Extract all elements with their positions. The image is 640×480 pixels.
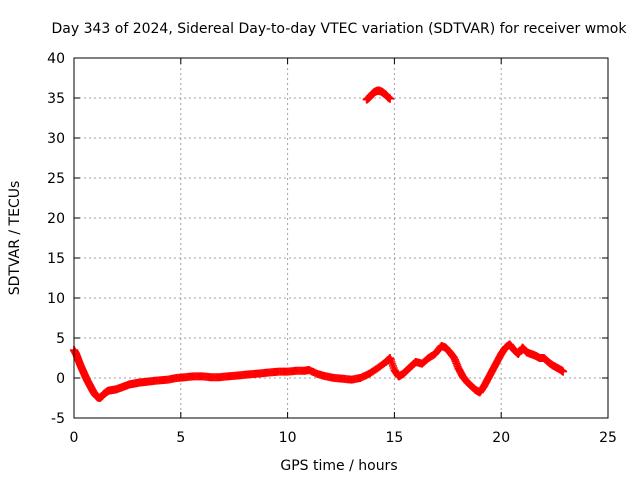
grid-layer — [74, 58, 608, 418]
chart-title: Day 343 of 2024, Sidereal Day-to-day VTE… — [52, 21, 628, 37]
y-tick-label: 15 — [47, 251, 65, 267]
y-tick-label: 30 — [47, 131, 65, 147]
data-point — [386, 94, 395, 103]
y-tick-label: -5 — [51, 411, 65, 427]
y-tick-label: 25 — [47, 171, 65, 187]
x-tick-label: 10 — [279, 430, 297, 446]
plot-frame — [73, 57, 609, 419]
x-tick-label: 25 — [599, 430, 617, 446]
tick-layer: 0 5 10 15 20 25 -5 0 5 10 15 20 25 30 35 40 — [47, 51, 617, 446]
x-axis-label: GPS time / hours — [280, 458, 397, 474]
y-axis-label: SDTVAR / TECUs — [7, 181, 23, 296]
x-tick-label: 0 — [70, 430, 79, 446]
x-tick-label: 15 — [385, 430, 403, 446]
y-tick-label: 40 — [47, 51, 65, 67]
y-tick-label: 35 — [47, 91, 65, 107]
y-tick-label: 20 — [47, 211, 65, 227]
x-tick-label: 5 — [176, 430, 185, 446]
data-points — [70, 86, 568, 402]
data-point — [559, 367, 568, 376]
x-tick-label: 20 — [492, 430, 510, 446]
y-tick-label: 0 — [56, 371, 65, 387]
y-tick-label: 5 — [56, 331, 65, 347]
y-tick-label: 10 — [47, 291, 65, 307]
